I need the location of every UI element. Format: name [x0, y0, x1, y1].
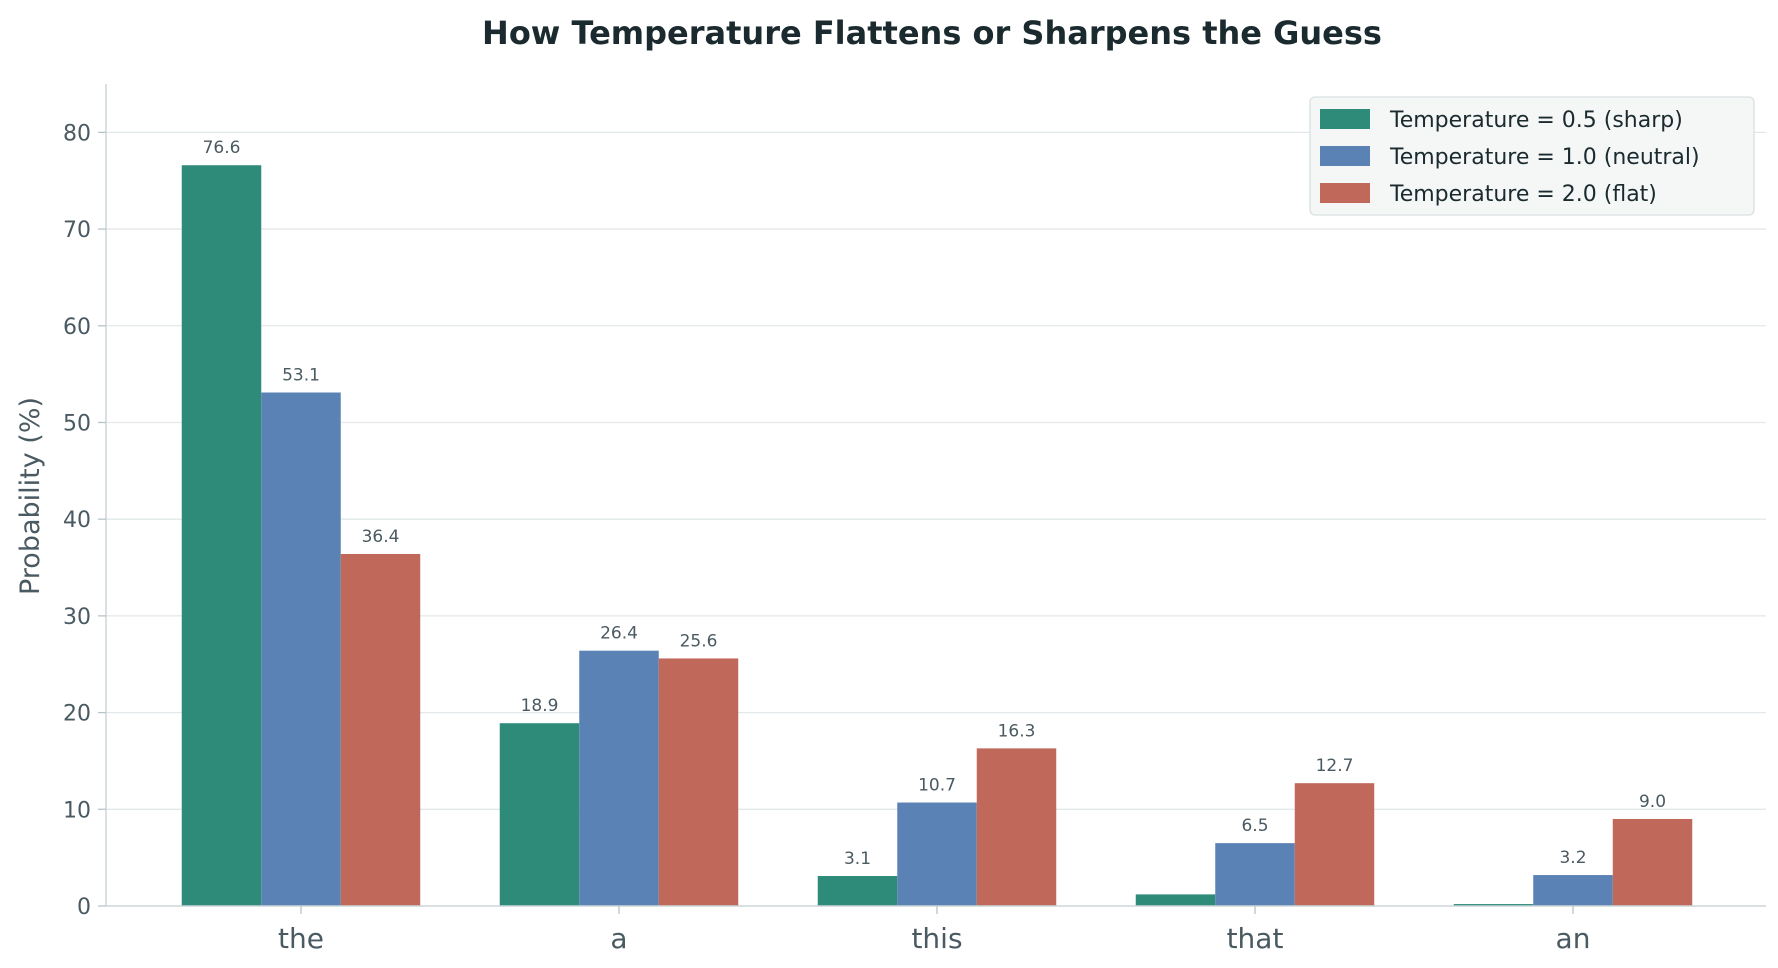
legend-box — [1309, 96, 1755, 216]
data-label: 6.5 — [1241, 816, 1268, 836]
bar — [340, 553, 421, 906]
bars — [181, 165, 1693, 907]
chart-title: How Temperature Flattens or Sharpens the… — [482, 14, 1382, 52]
legend-swatch — [1320, 183, 1370, 203]
data-label: 12.7 — [1316, 756, 1354, 776]
y-axis-label: Probability (%) — [15, 397, 46, 595]
data-label: 3.2 — [1559, 848, 1586, 868]
data-label: 18.9 — [521, 696, 559, 716]
legend: Temperature = 0.5 (sharp) Temperature = 1… — [1309, 96, 1755, 216]
bar — [1612, 818, 1693, 906]
y-tick-label: 60 — [63, 315, 91, 340]
x-tick-label: an — [1556, 922, 1591, 955]
x-tick-label: a — [610, 922, 627, 955]
axes — [105, 84, 1766, 907]
legend-entry: Temperature = 2.0 (flat) — [1389, 182, 1657, 207]
bar — [658, 658, 739, 906]
data-label: 3.1 — [844, 849, 871, 869]
bar — [1533, 875, 1613, 906]
bar — [1135, 894, 1216, 906]
y-ticks: 0 10 20 30 40 50 60 70 80 — [63, 121, 106, 920]
bar — [976, 748, 1057, 906]
y-tick-label: 20 — [63, 702, 91, 727]
legend-swatch — [1320, 146, 1370, 166]
y-tick-label: 80 — [63, 121, 91, 146]
y-tick-label: 50 — [63, 411, 91, 436]
x-tick-label: the — [278, 922, 324, 955]
bar — [1453, 904, 1534, 906]
data-label: 10.7 — [918, 776, 956, 796]
bar — [181, 165, 262, 907]
x-tick-label: that — [1227, 922, 1284, 955]
bar — [579, 650, 659, 906]
y-tick-label: 10 — [63, 798, 91, 823]
legend-entry: Temperature = 0.5 (sharp) — [1389, 108, 1683, 133]
bar — [817, 876, 898, 906]
y-tick-label: 30 — [63, 605, 91, 630]
data-label: 26.4 — [600, 624, 638, 644]
bar — [261, 392, 341, 906]
data-label: 53.1 — [282, 365, 320, 385]
data-label: 9.0 — [1639, 792, 1666, 812]
legend-swatch — [1320, 109, 1370, 129]
y-tick-label: 70 — [63, 218, 91, 243]
y-tick-label: 40 — [63, 508, 91, 533]
data-labels: 76.6 53.1 36.4 18.9 26.4 25.6 3.1 10.7 16.3 6.5 12… — [203, 138, 1666, 869]
data-label: 16.3 — [998, 721, 1036, 741]
bar — [897, 802, 977, 906]
data-label: 76.6 — [203, 138, 241, 158]
data-label: 25.6 — [680, 631, 718, 651]
bar — [1215, 843, 1295, 906]
data-label: 36.4 — [362, 527, 400, 547]
x-ticks: the a this that an — [278, 906, 1590, 955]
bar — [1294, 783, 1375, 906]
x-tick-label: this — [911, 922, 962, 955]
bar — [499, 723, 580, 906]
legend-entry: Temperature = 1.0 (neutral) — [1389, 145, 1700, 170]
y-tick-label: 0 — [77, 895, 91, 920]
